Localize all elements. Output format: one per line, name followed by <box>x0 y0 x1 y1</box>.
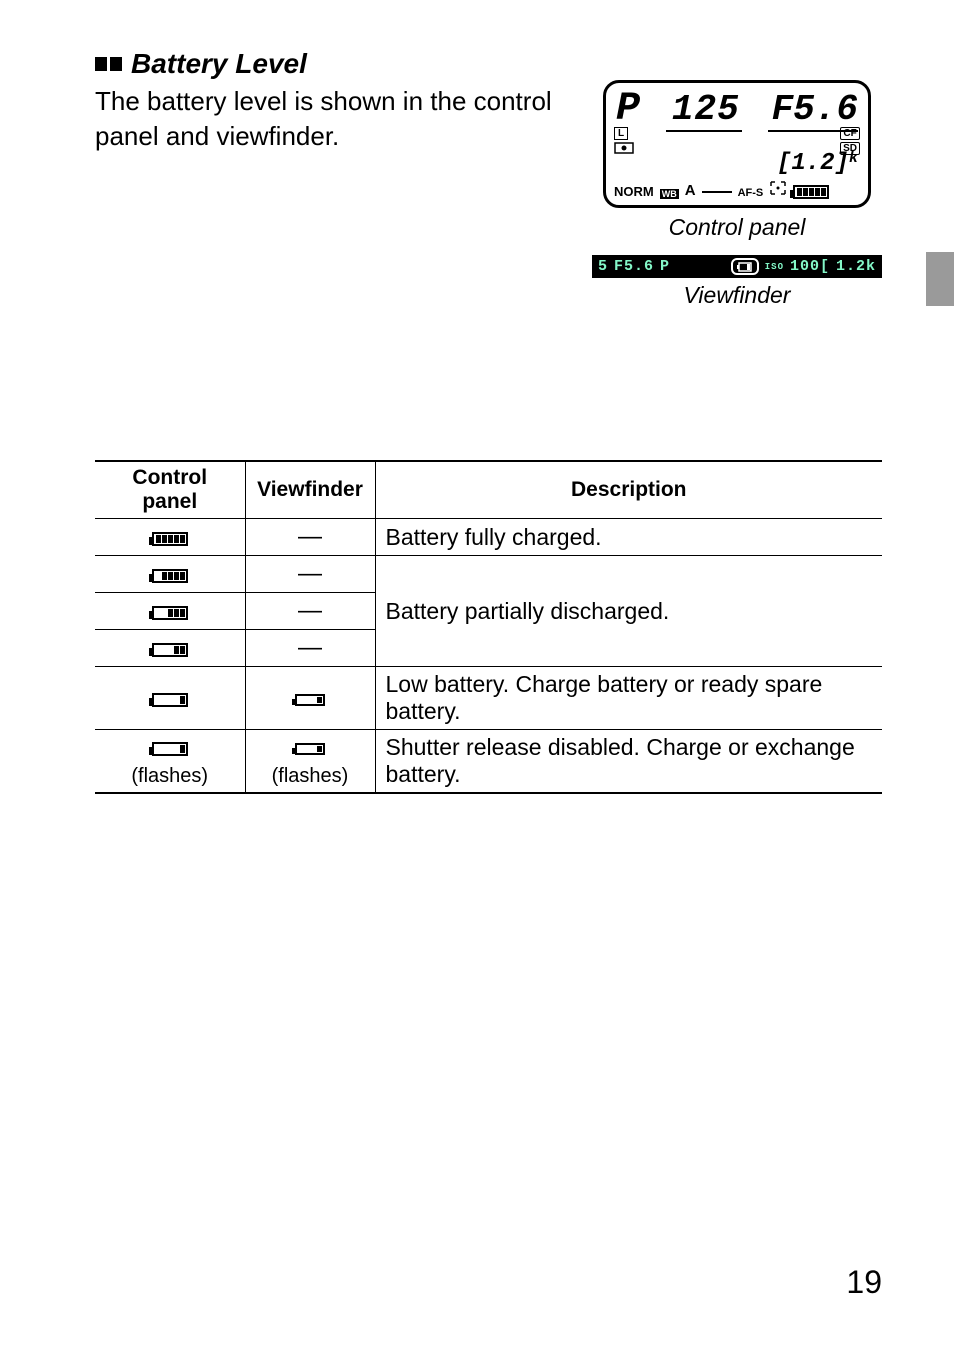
table-header-row: Control panel Viewfinder Description <box>95 461 882 519</box>
cp-left-indicators: L <box>614 127 634 157</box>
cp-size: L <box>614 127 628 140</box>
cell-vf: — <box>245 593 375 630</box>
cp-battery-icon <box>793 184 829 199</box>
meter-mode-icon <box>614 142 634 154</box>
cell-vf-icon-flashes: (flashes) <box>245 730 375 794</box>
th-description: Description <box>375 461 882 519</box>
cell-cp-icon <box>95 519 245 556</box>
cell-desc: Battery fully charged. <box>375 519 882 556</box>
viewfinder-caption: Viewfinder <box>592 282 882 309</box>
cp-mode: P <box>616 87 640 132</box>
th-viewfinder: Viewfinder <box>245 461 375 519</box>
table-row: Low battery. Charge battery or ready spa… <box>95 667 882 730</box>
cell-cp-icon <box>95 593 245 630</box>
table-row: (flashes) (flashes) Shutter release disa… <box>95 730 882 794</box>
control-panel-illustration: P 125 F5.6 CF SD L [1.2]k NORM WB A AF-S <box>603 80 871 208</box>
vf-iso-label: ISO <box>765 262 784 272</box>
page-number: 19 <box>846 1264 882 1301</box>
figure-area: P 125 F5.6 CF SD L [1.2]k NORM WB A AF-S <box>592 80 882 323</box>
manual-page: Battery Level The battery level is shown… <box>0 0 954 1345</box>
control-panel-caption: Control panel <box>592 214 882 241</box>
cp-wb-mode: A <box>685 182 696 199</box>
battery-level-table: Control panel Viewfinder Description — B… <box>95 460 882 794</box>
cp-cf-icon: CF <box>840 127 860 140</box>
table-row: — Battery partially discharged. <box>95 556 882 593</box>
cp-af-area-icon <box>769 180 787 199</box>
cell-vf: — <box>245 556 375 593</box>
cp-af-mode: AF-S <box>738 187 764 199</box>
cell-vf-icon <box>245 667 375 730</box>
table-row: — Battery fully charged. <box>95 519 882 556</box>
cp-wb-label: WB <box>660 189 679 199</box>
cell-vf: — <box>245 519 375 556</box>
heading-marker-icon <box>95 54 125 74</box>
cell-desc: Low battery. Charge battery or ready spa… <box>375 667 882 730</box>
viewfinder-illustration: 5 F5.6 P ISO 100[ 1.2k <box>592 255 882 278</box>
cell-cp-icon <box>95 630 245 667</box>
side-tab-marker <box>926 252 954 306</box>
cell-vf: — <box>245 630 375 667</box>
vf-mode: P <box>660 258 670 275</box>
vf-remaining: 1.2k <box>836 258 876 275</box>
section-heading: Battery Level <box>95 48 882 80</box>
vf-iso: 100[ <box>790 258 830 275</box>
cell-desc: Battery partially discharged. <box>375 556 882 667</box>
th-control-panel: Control panel <box>95 461 245 519</box>
cell-desc: Shutter release disabled. Charge or exch… <box>375 730 882 794</box>
cell-cp-icon-flashes: (flashes) <box>95 730 245 794</box>
heading-text: Battery Level <box>131 48 307 80</box>
vf-shutter: 5 <box>598 258 608 275</box>
vf-battery-icon <box>731 258 759 275</box>
cp-remaining: [1.2]k <box>777 150 858 177</box>
battery-table-wrap: Control panel Viewfinder Description — B… <box>95 460 882 794</box>
cell-cp-icon <box>95 667 245 730</box>
vf-aperture: F5.6 <box>614 258 654 275</box>
intro-paragraph: The battery level is shown in the contro… <box>95 84 575 154</box>
cp-aperture: F5.6 <box>768 89 858 132</box>
cell-cp-icon <box>95 556 245 593</box>
cp-shutter: 125 <box>666 89 742 132</box>
cp-quality: NORM <box>614 184 654 199</box>
